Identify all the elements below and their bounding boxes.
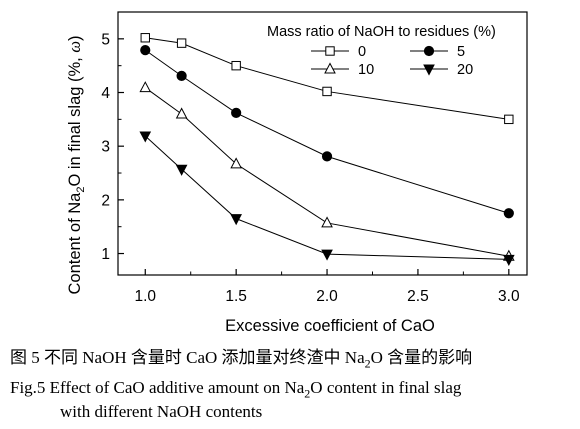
x-axis-label: Excessive coefficient of CaO <box>225 317 435 335</box>
data-point <box>140 45 151 56</box>
x-tick-label: 3.0 <box>498 288 520 305</box>
data-point <box>231 60 241 71</box>
legend-label: 0 <box>358 44 366 60</box>
plot-frame <box>117 11 528 276</box>
y-tick-label: 3 <box>101 139 110 156</box>
series-0 <box>140 33 514 125</box>
data-point <box>175 164 188 176</box>
series-5 <box>140 45 514 219</box>
data-point <box>504 114 514 125</box>
data-point <box>139 81 152 93</box>
data-point <box>423 45 435 57</box>
legend-label: 20 <box>457 62 473 78</box>
axis-ticks: 1.0 1.5 2.0 2.5 3.0 1 2 3 4 5 <box>101 31 520 305</box>
data-point <box>230 214 242 226</box>
data-point <box>503 208 514 219</box>
data-point <box>321 216 333 228</box>
series-lines <box>139 33 515 267</box>
data-point <box>321 151 333 162</box>
data-point <box>423 64 435 76</box>
legend-title: Mass ratio of NaOH to residues (%) <box>267 24 496 40</box>
series-line <box>144 87 509 257</box>
legend-item-10: 10 <box>311 62 374 78</box>
caption-english-line2: with different NaOH contents <box>60 402 263 421</box>
legend-item-0: 0 <box>311 44 366 60</box>
legend-item-20: 20 <box>410 62 473 78</box>
caption-chinese: 图 5 不同 NaOH 含量时 CaO 添加量对终渣中 Na2O 含量的影响 <box>10 348 473 371</box>
data-point <box>324 62 336 74</box>
y-tick-label: 2 <box>101 192 110 209</box>
data-point <box>230 157 242 169</box>
x-tick-label: 1.5 <box>225 288 247 305</box>
legend-item-5: 5 <box>410 44 465 60</box>
y-axis-label: Content of Na2O in final slag (%, ω) <box>65 36 87 295</box>
data-point <box>231 107 242 119</box>
legend: Mass ratio of NaOH to residues (%) 0 5 10 2… <box>267 24 496 78</box>
legend-label: 5 <box>457 44 465 60</box>
plot-area <box>117 11 528 276</box>
x-tick-label: 2.5 <box>407 288 429 305</box>
y-tick-label: 1 <box>101 246 110 263</box>
x-tick-label: 2.0 <box>316 288 338 305</box>
legend-label: 10 <box>358 62 374 78</box>
data-point <box>502 254 515 267</box>
data-point <box>322 86 332 97</box>
data-point <box>176 70 187 81</box>
data-point <box>139 131 152 143</box>
series-20 <box>139 131 515 267</box>
x-tick-label: 1.0 <box>134 288 156 305</box>
data-point <box>325 46 335 56</box>
y-tick-label: 5 <box>101 31 110 48</box>
series-line <box>144 49 509 214</box>
caption-english-line1: Fig.5 Effect of CaO additive amount on N… <box>10 378 462 401</box>
data-point <box>140 33 150 43</box>
data-point <box>321 249 333 261</box>
data-point <box>175 107 188 119</box>
series-10 <box>139 81 515 261</box>
data-point <box>176 38 187 48</box>
y-tick-label: 4 <box>101 85 110 102</box>
